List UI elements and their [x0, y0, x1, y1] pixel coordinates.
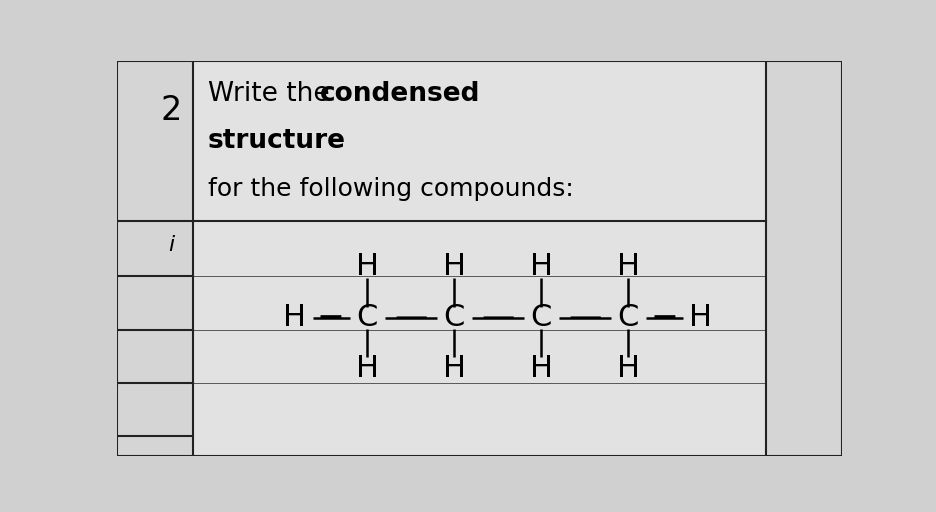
Bar	[117, 221, 193, 456]
Text: C: C	[444, 303, 465, 332]
Text: H: H	[356, 354, 379, 383]
Bar	[193, 221, 767, 456]
Text: C: C	[531, 303, 552, 332]
Text: H: H	[530, 252, 553, 281]
Text: —: —	[568, 301, 602, 334]
Text: H: H	[356, 252, 379, 281]
Bar	[117, 61, 193, 221]
Text: C: C	[618, 303, 639, 332]
Text: structure: structure	[208, 128, 345, 154]
Bar	[767, 61, 842, 456]
Text: H: H	[443, 252, 466, 281]
Text: H: H	[617, 354, 640, 383]
Text: condensed: condensed	[320, 81, 480, 107]
Bar	[193, 61, 767, 221]
Text: −: −	[651, 301, 679, 334]
Text: —: —	[481, 301, 515, 334]
Text: Write the: Write the	[208, 81, 338, 107]
Text: C: C	[357, 303, 378, 332]
Text: —: —	[394, 301, 428, 334]
Text: H: H	[443, 354, 466, 383]
Text: H: H	[690, 303, 712, 332]
Text: −: −	[317, 301, 345, 334]
Text: H: H	[617, 252, 640, 281]
Text: 2: 2	[161, 94, 183, 127]
Text: i: i	[168, 235, 174, 255]
Text: H: H	[284, 303, 306, 332]
Text: for the following compounds:: for the following compounds:	[208, 177, 574, 201]
Text: H: H	[530, 354, 553, 383]
